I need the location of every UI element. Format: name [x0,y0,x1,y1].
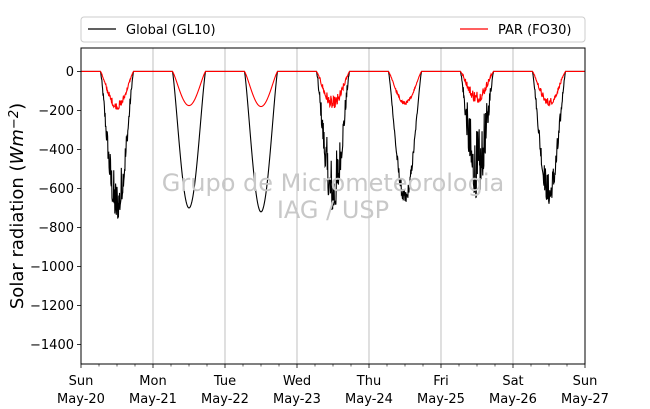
x-tick-date-1: May-21 [129,392,177,407]
legend: Global (GL10) PAR (FO30) [80,16,586,43]
y-tick-label-4: −800 [38,221,74,236]
legend-label-global: Global (GL10) [126,23,216,38]
x-tick-day-1: Mon [139,374,166,389]
series-line-1 [81,70,585,110]
x-axis-ticks: Sun May-20 Mon May-21 Tue May-22 Wed May-23 Thu M… [57,364,609,407]
y-axis-ticks: 0 −200 −400 −600 −800 −1000 −1200 −1400 [30,65,81,353]
x-tick-date-2: May-22 [201,392,249,407]
watermark-line-1: Grupo de Micrometeorologia [162,169,504,197]
x-tick-day-4: Thu [356,374,381,389]
y-axis-label: Solar radiation (Wm−2) [7,103,28,309]
x-tick-date-7: May-27 [561,392,609,407]
x-tick-date-6: May-26 [489,392,537,407]
x-tick-day-6: Sat [502,374,523,389]
x-tick-day-2: Tue [213,374,236,389]
x-tick-day-0: Sun [69,374,94,389]
grid-lines [152,48,514,364]
x-tick-day-7: Sun [573,374,598,389]
watermark: Grupo de Micrometeorologia IAG / USP [162,169,504,224]
series-lines [81,70,585,219]
x-tick-date-0: May-20 [57,392,105,407]
y-tick-label-6: −1200 [30,299,74,314]
y-tick-label-0: 0 [66,65,74,80]
x-tick-day-5: Fri [433,374,449,389]
y-tick-label-1: −200 [38,104,74,119]
legend-box [80,16,586,43]
x-tick-date-4: May-24 [345,392,393,407]
watermark-line-2: IAG / USP [277,196,389,224]
y-tick-label-7: −1400 [30,338,74,353]
x-tick-date-3: May-23 [273,392,321,407]
y-tick-label-5: −1000 [30,260,74,275]
x-tick-day-3: Wed [283,374,311,389]
legend-label-par: PAR (FO30) [498,23,571,38]
y-tick-label-2: −400 [38,143,74,158]
x-tick-date-5: May-25 [417,392,465,407]
y-tick-label-3: −600 [38,182,74,197]
